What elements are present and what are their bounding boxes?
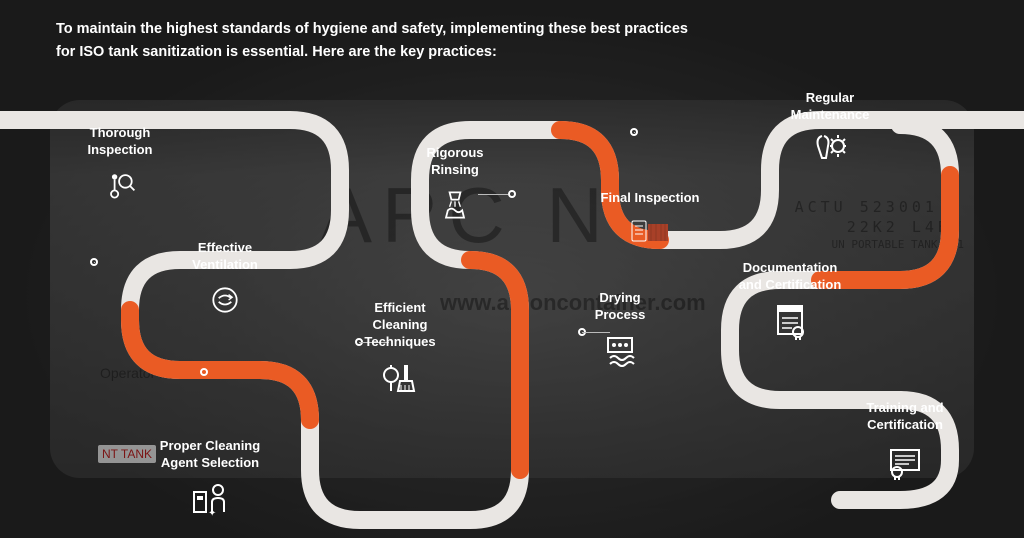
train-icon bbox=[885, 440, 925, 480]
step-agent: Proper Cleaning Agent Selection ✦ bbox=[140, 438, 280, 523]
step-dry: Drying Process bbox=[550, 290, 690, 375]
maint-icon bbox=[810, 130, 850, 170]
dry-icon bbox=[600, 330, 640, 370]
final-icon bbox=[630, 213, 670, 253]
step-rinse: Rigorous Rinsing bbox=[385, 145, 525, 228]
step-inspect: Thorough Inspection bbox=[50, 125, 190, 208]
step-label: Regular Maintenance bbox=[760, 90, 900, 124]
agent-icon: ✦ bbox=[190, 478, 230, 518]
step-vent: Effective Ventilation bbox=[155, 240, 295, 323]
step-final: Final Inspection bbox=[580, 190, 720, 259]
vent-icon bbox=[205, 280, 245, 320]
svg-text:✦: ✦ bbox=[208, 508, 216, 518]
path-dot bbox=[200, 368, 208, 376]
rinse-icon bbox=[435, 185, 475, 225]
step-clean: Efficient Cleaning Techniques bbox=[330, 300, 470, 402]
step-label: Thorough Inspection bbox=[50, 125, 190, 159]
step-train: Training and Certification bbox=[835, 400, 975, 485]
step-doc: Documentation and Certification bbox=[720, 260, 860, 345]
step-label: Efficient Cleaning Techniques bbox=[330, 300, 470, 351]
doc-icon bbox=[770, 300, 810, 340]
leader-line bbox=[94, 262, 95, 263]
step-label: Final Inspection bbox=[580, 190, 720, 207]
step-maint: Regular Maintenance bbox=[760, 90, 900, 175]
step-label: Rigorous Rinsing bbox=[385, 145, 525, 179]
step-label: Proper Cleaning Agent Selection bbox=[140, 438, 280, 472]
leader-line bbox=[634, 132, 635, 133]
inspect-icon bbox=[100, 165, 140, 205]
step-label: Effective Ventilation bbox=[155, 240, 295, 274]
intro-text: To maintain the highest standards of hyg… bbox=[56, 18, 696, 64]
step-label: Documentation and Certification bbox=[720, 260, 860, 294]
step-label: Training and Certification bbox=[835, 400, 975, 434]
clean-icon bbox=[380, 357, 420, 397]
step-label: Drying Process bbox=[550, 290, 690, 324]
